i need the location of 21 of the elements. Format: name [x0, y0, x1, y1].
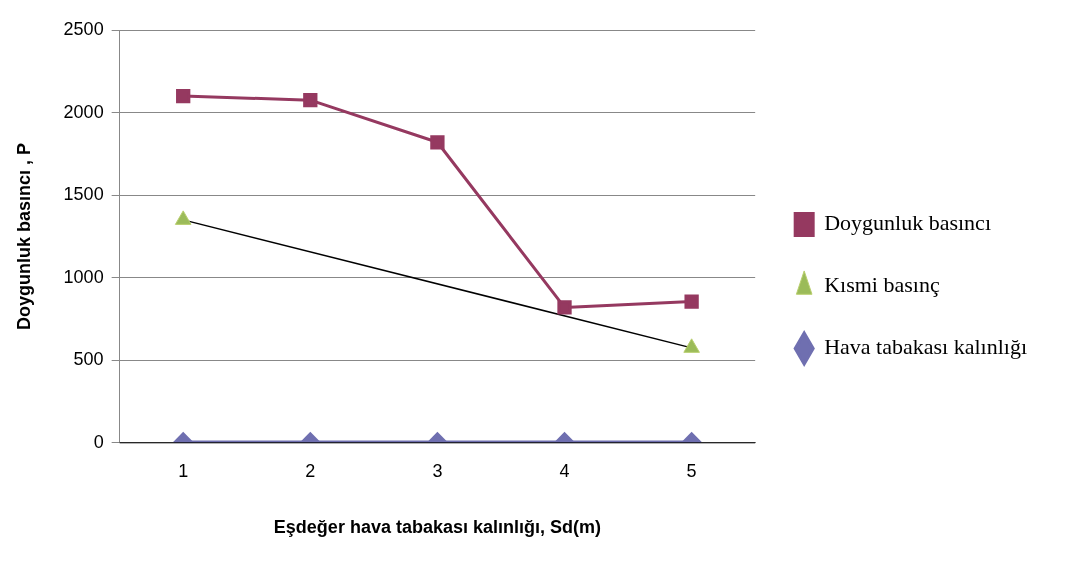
y-tick-label: 1500 [63, 184, 104, 205]
y-axis-title: Doygunluk basıncı , P [13, 142, 34, 330]
point [176, 88, 191, 104]
x-tick-label: 5 [686, 460, 697, 481]
legend-label: Doygunluk basıncı [824, 210, 991, 236]
y-tick-label: 1000 [63, 266, 104, 287]
x-tick-label: 4 [559, 460, 570, 481]
y-tick-label: 500 [73, 349, 104, 370]
x-tick-label: 1 [178, 460, 189, 481]
point [430, 135, 445, 150]
point [174, 210, 192, 225]
legend-label: Hava tabakası kalınlığı [824, 334, 1027, 360]
x-tick-label: 3 [432, 460, 443, 481]
y-tick-label: 0 [93, 431, 104, 452]
x-tick-label: 2 [305, 460, 316, 481]
y-tick-label: 2500 [63, 18, 104, 39]
point [683, 338, 700, 353]
x-axis-title: Eşdeğer hava tabakası kalınlığı, Sd(m) [273, 517, 601, 538]
point [303, 93, 318, 108]
legend-label: Kısmi basınç [824, 272, 940, 298]
y-tick-label: 2000 [63, 101, 104, 122]
